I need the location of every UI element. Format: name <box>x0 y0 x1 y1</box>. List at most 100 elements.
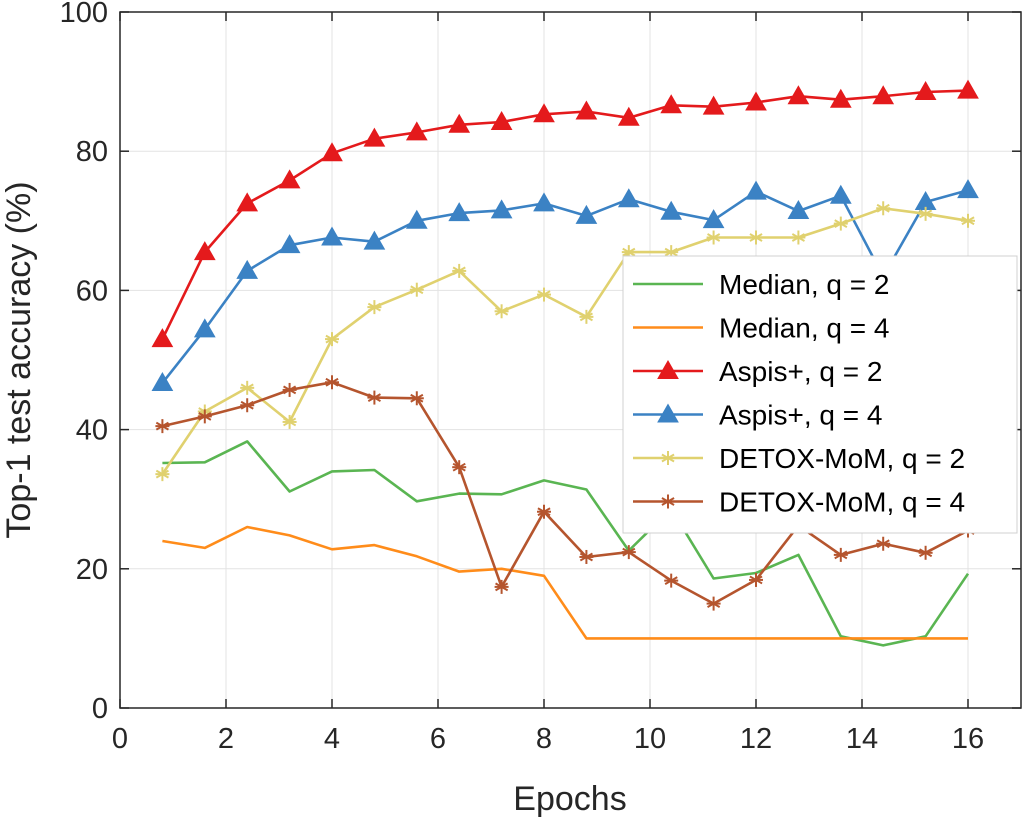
legend-label: Median, q = 4 <box>719 313 889 344</box>
data-point <box>363 230 386 250</box>
data-point <box>876 536 891 551</box>
data-point <box>745 180 767 200</box>
data-point <box>660 94 683 114</box>
data-point <box>961 213 975 228</box>
data-point <box>918 206 933 221</box>
data-point <box>957 79 979 99</box>
x-tick-label: 14 <box>846 723 878 755</box>
legend: Median, q = 2 Median, q = 4 Aspis+, q = 2 A… <box>622 255 1018 534</box>
data-point <box>490 199 513 219</box>
data-point <box>702 209 725 229</box>
x-axis-title: Epochs <box>513 780 626 818</box>
legend-marker <box>657 403 679 423</box>
x-tick-label: 10 <box>634 723 666 755</box>
legend-item: Aspis+, q = 2 <box>633 356 882 387</box>
data-point <box>448 202 471 222</box>
data-point <box>151 371 174 391</box>
data-point <box>918 545 933 560</box>
y-tick-label: 80 <box>76 136 108 168</box>
plot-area <box>119 11 1022 709</box>
series-line <box>162 525 968 640</box>
y-tick-label: 40 <box>76 415 108 447</box>
data-point <box>155 419 170 434</box>
legend-marker <box>661 451 675 465</box>
series-line <box>162 440 970 647</box>
data-point <box>494 579 509 594</box>
data-point <box>745 91 767 111</box>
legend-item: DETOX-MoM, q = 4 <box>633 487 965 518</box>
data-point <box>325 375 339 390</box>
x-tick-label: 0 <box>112 723 128 755</box>
data-point <box>706 230 721 245</box>
legend-item: DETOX-MoM, q = 2 <box>633 443 965 474</box>
data-point <box>193 318 216 338</box>
y-axis-title: Top-1 test accuracy (%) <box>0 181 38 538</box>
series-group <box>151 79 979 647</box>
legend-box <box>622 255 1018 534</box>
data-point <box>325 332 339 347</box>
data-point <box>702 95 725 115</box>
series-3 <box>151 79 979 348</box>
data-point <box>533 103 555 123</box>
data-point <box>575 100 598 120</box>
data-point <box>579 309 594 324</box>
data-point <box>409 391 424 406</box>
legend-label: Aspis+, q = 4 <box>719 400 882 431</box>
data-point <box>155 467 170 482</box>
x-tick-label: 2 <box>218 723 234 755</box>
data-point <box>321 142 343 162</box>
x-tick-label: 12 <box>740 723 772 755</box>
data-point <box>367 300 382 315</box>
data-point <box>193 241 216 261</box>
data-point <box>660 200 683 220</box>
x-tick-label: 4 <box>324 723 340 755</box>
data-point <box>452 460 467 475</box>
data-point <box>278 169 301 189</box>
data-point <box>872 85 895 105</box>
data-point <box>452 263 467 278</box>
data-point <box>236 259 259 279</box>
data-point <box>494 304 509 319</box>
x-tick-label: 8 <box>536 723 552 755</box>
data-point <box>363 127 386 147</box>
data-point <box>236 192 259 212</box>
x-tick-label: 6 <box>430 723 446 755</box>
data-point <box>787 200 810 220</box>
data-point <box>706 596 721 611</box>
data-point <box>829 88 852 108</box>
data-point <box>787 85 810 105</box>
data-point <box>321 226 343 246</box>
data-point <box>240 380 255 395</box>
data-point <box>791 230 806 245</box>
data-point <box>749 572 763 587</box>
series-5 <box>155 201 975 482</box>
data-point <box>151 328 174 348</box>
data-point <box>617 106 640 126</box>
data-point <box>278 234 301 254</box>
data-point <box>957 179 979 199</box>
legend-label: DETOX-MoM, q = 2 <box>719 443 965 474</box>
legend-item: Median, q = 4 <box>633 313 889 344</box>
data-point <box>621 545 636 560</box>
series-2 <box>162 525 968 640</box>
legend-item: Median, q = 2 <box>633 269 889 300</box>
data-point <box>405 121 428 141</box>
y-tick-label: 0 <box>92 693 108 725</box>
legend-marker <box>657 359 679 379</box>
data-point <box>240 398 255 413</box>
legend-item: Aspis+, q = 4 <box>633 400 882 431</box>
data-point <box>367 390 382 405</box>
legend-label: Aspis+, q = 2 <box>719 356 882 387</box>
data-point <box>405 209 428 229</box>
data-point <box>617 188 640 208</box>
data-point <box>829 184 852 204</box>
x-tick-label: 16 <box>952 723 984 755</box>
legend-label: Median, q = 2 <box>719 269 889 300</box>
data-point <box>409 282 424 297</box>
data-point <box>197 409 212 424</box>
data-point <box>490 110 513 130</box>
data-point <box>282 382 297 397</box>
data-point <box>533 192 555 212</box>
data-point <box>282 414 297 429</box>
